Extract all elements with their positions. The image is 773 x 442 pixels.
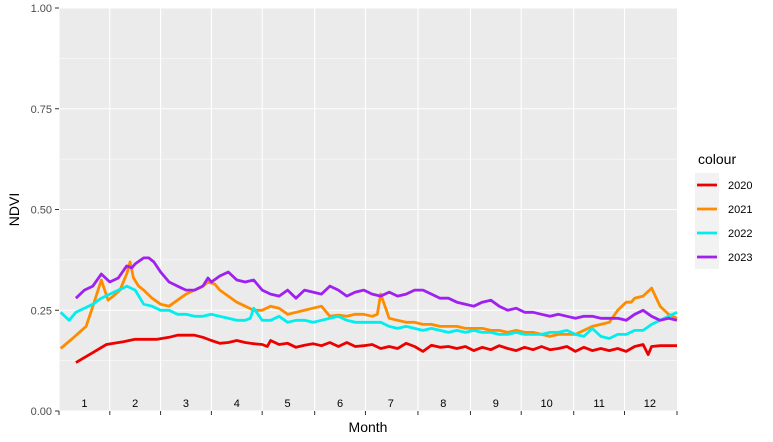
x-axis: 1 2 3 4 5 6 7 8 9 10 11 12: [58, 398, 678, 415]
y-axis: 0.00 0.25 0.50 0.75 1.00: [31, 3, 59, 418]
x-tick-label: 8: [440, 398, 446, 410]
x-tick-label: 12: [644, 398, 656, 410]
y-tick-label: 0.00: [31, 406, 52, 418]
x-tick-label: 7: [388, 398, 394, 410]
x-tick-label: 10: [541, 398, 553, 410]
x-tick-label: 1: [81, 398, 87, 410]
y-tick-label: 0.75: [31, 104, 52, 116]
legend-label: 2022: [728, 228, 752, 240]
series-line-2020: [75, 333, 677, 364]
series-lines: [59, 256, 678, 364]
x-tick-label: 3: [183, 398, 189, 410]
y-tick-label: 0.25: [31, 305, 52, 317]
legend-label: 2020: [728, 180, 752, 192]
legend: colour 2020 2021 2022 2023: [695, 151, 752, 269]
legend-label: 2023: [728, 252, 752, 264]
series-line-2023: [74, 256, 678, 322]
y-axis-title: NDVI: [6, 193, 22, 226]
series-line-2022: [59, 284, 678, 340]
x-tick-label: 4: [234, 398, 240, 410]
x-tick-label: 11: [593, 398, 604, 410]
y-tick-label: 1.00: [31, 3, 52, 15]
x-tick-label: 6: [337, 398, 343, 410]
x-tick-label: 9: [493, 398, 499, 410]
legend-label: 2021: [728, 204, 752, 216]
x-tick-label: 5: [285, 398, 291, 410]
x-tick-label: 2: [132, 398, 138, 410]
y-tick-label: 0.50: [31, 205, 52, 217]
x-axis-title: Month: [349, 419, 388, 435]
legend-title: colour: [698, 151, 736, 167]
